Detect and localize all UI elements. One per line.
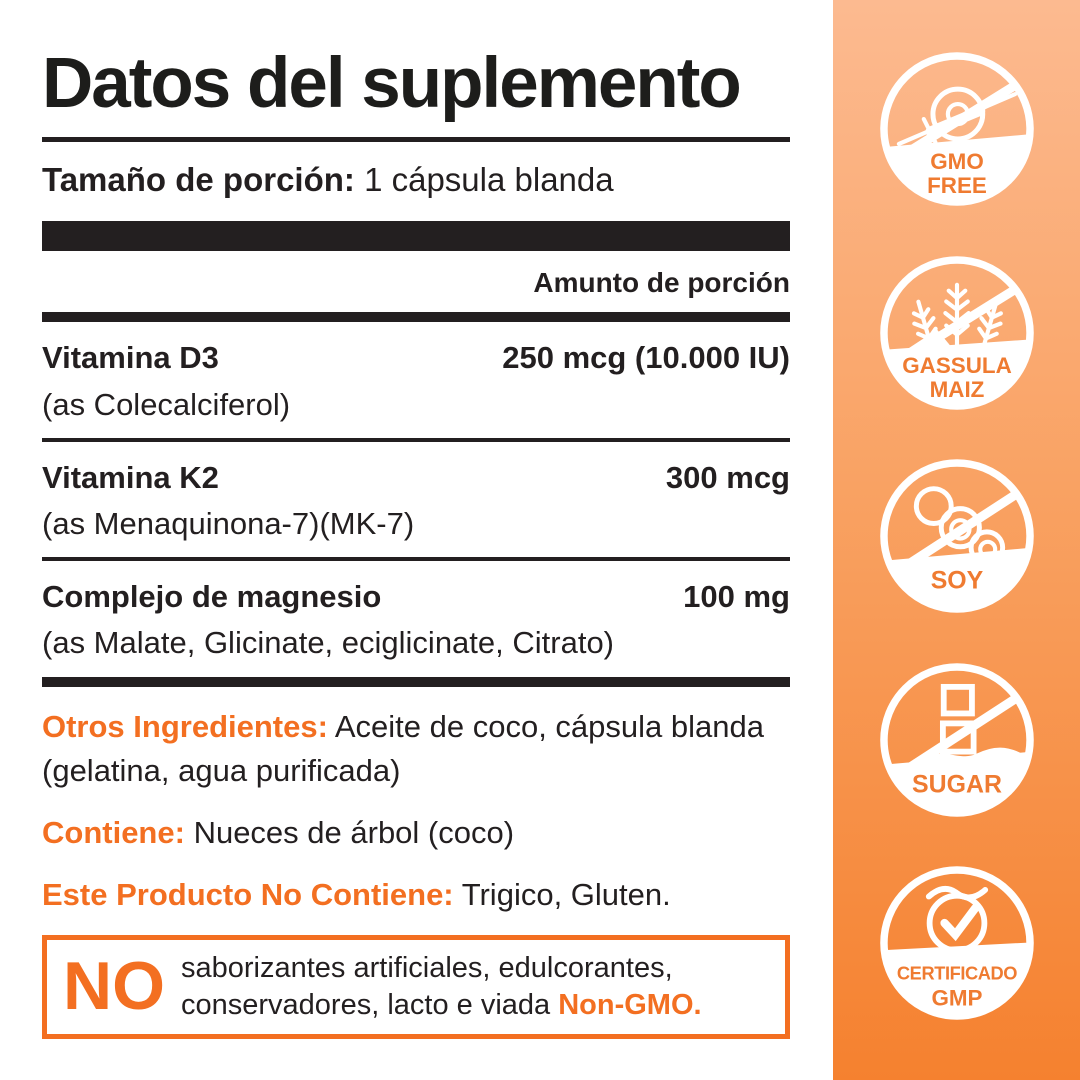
no-word: NO (63, 947, 165, 1024)
other-ingredients-text: Aceite de coco, cápsula blanda (gelatina… (42, 708, 764, 788)
nutrient-name: Vitamina D3 (42, 340, 219, 376)
no-additives-line1: saborizantes artificiales, edulcorantes, (181, 951, 673, 984)
badge-no-wheat-corn: GASSULA MAIZ (874, 250, 1040, 416)
nutrient-row-vitamin-d3: Vitamina D3 250 mcg (10.000 IU) (as Cole… (42, 322, 790, 442)
supplement-facts-panel: Datos del suplemento Tamaño de porción: … (42, 0, 790, 1039)
serving-size-value: 1 cápsula blanda (364, 160, 614, 198)
no-additives-text: saborizantes artificiales, edulcorantes,… (181, 950, 702, 1024)
medium-divider-bar (42, 312, 790, 323)
no-additives-line2: conservadores, lacto e viada Non-GMO. (181, 988, 702, 1021)
nutrient-amount: 300 mcg (665, 459, 790, 495)
nutrient-amount: 100 mg (683, 579, 790, 615)
badge-no-sugar: SUGAR (874, 657, 1040, 823)
contains-label: Contiene: (42, 814, 185, 850)
nutrient-detail: (as Menaquinona-7)(MK-7) (42, 506, 415, 542)
other-ingredients-line: Otros Ingredientes: Aceite de coco, cáps… (42, 705, 790, 793)
badge-label-line2: FREE (927, 173, 987, 198)
badge-sidebar: GMO FREE (833, 0, 1080, 1080)
badge-label-line1: GMO (930, 149, 984, 174)
badge-gmo-free: GMO FREE (874, 46, 1040, 212)
thick-divider-bar (42, 221, 790, 252)
nutrient-row-vitamin-k2: Vitamina K2 300 mcg (as Menaquinona-7)(M… (42, 442, 790, 562)
badge-no-soy: SOY (874, 453, 1040, 619)
badge-label-line1: GASSULA (902, 352, 1012, 377)
nutrient-row-magnesium-complex: Complejo de magnesio 100 mg (as Malate, … (42, 561, 790, 687)
badge-label-line1: SOY (930, 566, 983, 594)
nutrient-amount: 250 mcg (10.000 IU) (502, 340, 790, 376)
nutrient-name: Vitamina K2 (42, 459, 219, 495)
nutrient-detail: (as Colecalciferol) (42, 386, 291, 422)
badge-label-line2: GMP (931, 985, 982, 1010)
serving-size-line: Tamaño de porción: 1 cápsula blanda (42, 160, 790, 200)
non-gmo-highlight: Non-GMO. (558, 988, 702, 1021)
title-divider (42, 136, 790, 142)
amount-per-serving-header: Amunto de porción (533, 267, 790, 299)
badge-label-line2: MAIZ (929, 376, 984, 401)
badge-label-line1: SUGAR (912, 770, 1002, 798)
does-not-contain-line: Este Producto No Contiene: Trigico, Glut… (42, 873, 790, 917)
nutrient-name: Complejo de magnesio (42, 579, 382, 615)
no-additives-callout-box: NO saborizantes artificiales, edulcorant… (42, 934, 790, 1039)
gmp-certified-badge-icon (925, 886, 988, 954)
badge-label-line1: CERTIFICADO (896, 963, 1016, 984)
contains-text: Nueces de árbol (coco) (193, 814, 515, 850)
does-not-contain-label: Este Producto No Contiene: (42, 876, 454, 912)
page-title: Datos del suplemento (42, 44, 742, 123)
serving-size-label: Tamaño de porción: (42, 160, 355, 198)
nutrient-detail: (as Malate, Glicinate, eciglicinate, Cit… (42, 625, 615, 661)
badge-gmp-certified: CERTIFICADO GMP (874, 860, 1040, 1026)
other-ingredients-label: Otros Ingredientes: (42, 708, 328, 744)
contains-line: Contiene: Nueces de árbol (coco) (42, 811, 790, 855)
does-not-contain-text: Trigico, Gluten. (461, 876, 671, 912)
